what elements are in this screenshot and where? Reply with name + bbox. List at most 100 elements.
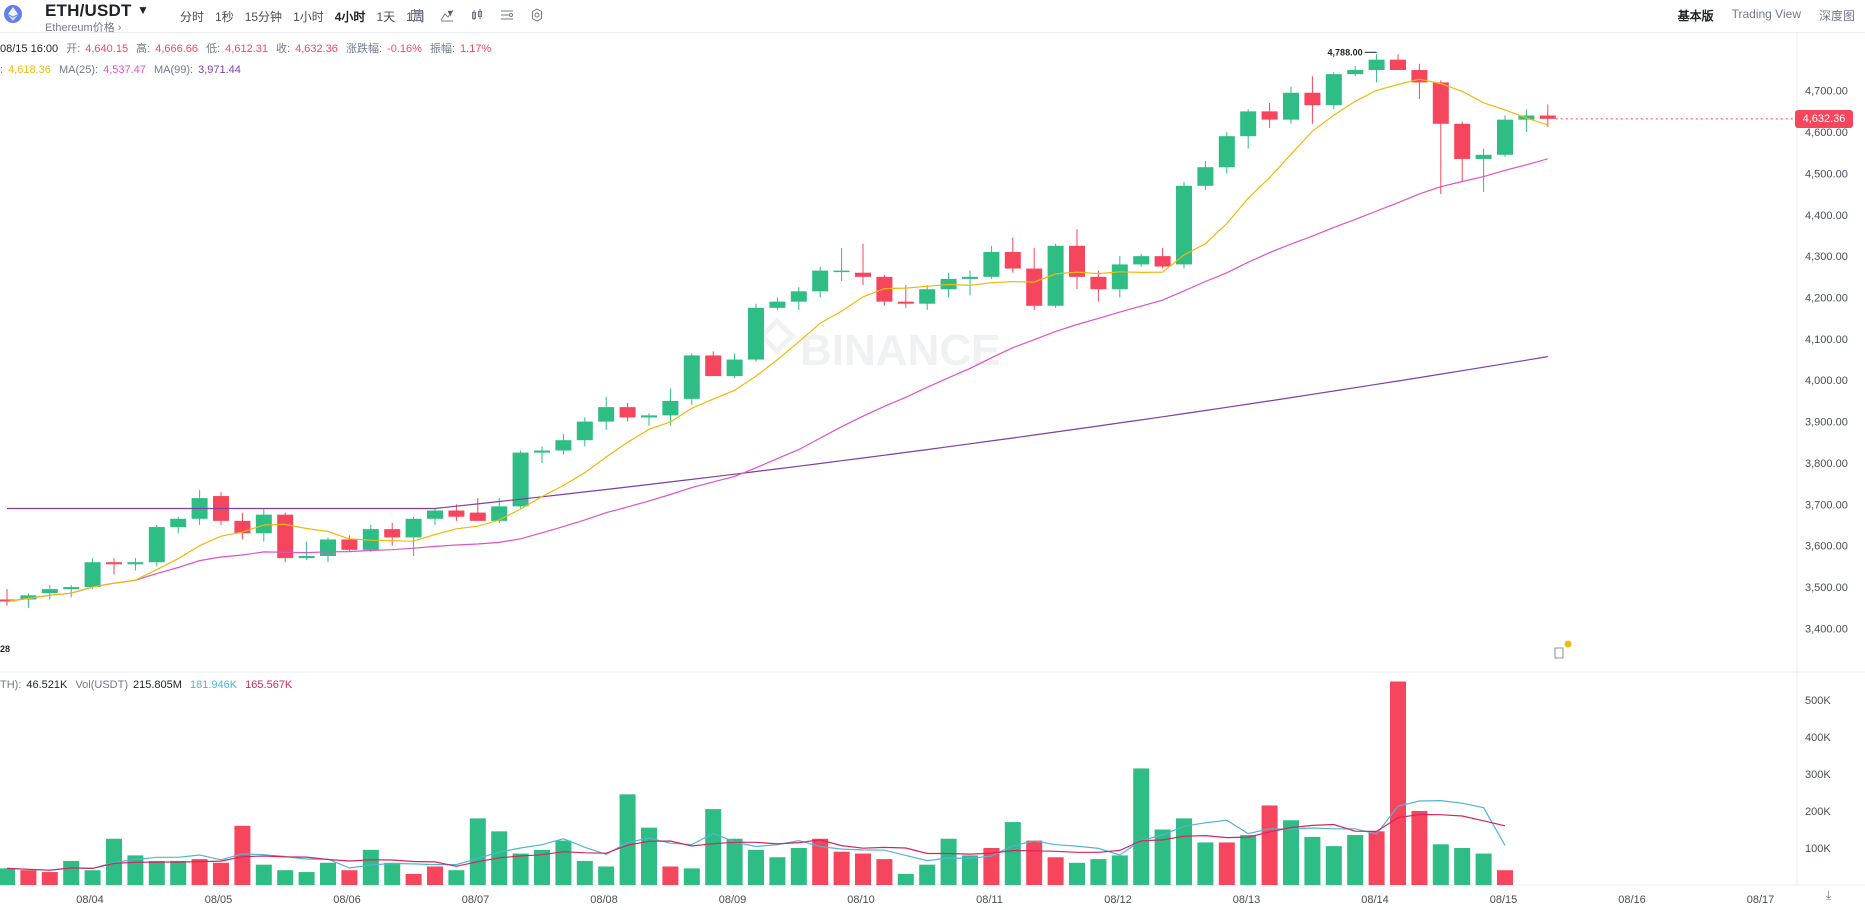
price-tick-label: 3,600.00 bbox=[1805, 541, 1848, 553]
volume-bar bbox=[1176, 818, 1192, 885]
candle-body bbox=[1432, 82, 1449, 124]
tab-view-2[interactable]: 深度图 bbox=[1818, 9, 1855, 23]
ma25-line bbox=[6, 158, 1548, 603]
volume-bar bbox=[1047, 857, 1064, 885]
volume-bar bbox=[983, 848, 1000, 885]
tab-interval-3[interactable]: 1小时 bbox=[293, 10, 324, 24]
candle-body bbox=[1454, 123, 1471, 159]
candle-body bbox=[555, 440, 572, 451]
volume-bar bbox=[1154, 829, 1171, 885]
volume-bar bbox=[213, 862, 229, 885]
candle-body bbox=[1069, 245, 1085, 277]
volume-bar bbox=[833, 851, 850, 885]
candle-body bbox=[598, 407, 615, 422]
volume-bar bbox=[769, 857, 786, 885]
volume-bar bbox=[1454, 848, 1471, 885]
candle-body bbox=[405, 518, 422, 538]
ma7-line bbox=[6, 78, 1548, 603]
volume-bar bbox=[1261, 805, 1278, 885]
volume-bar bbox=[683, 868, 700, 885]
candle-body bbox=[427, 510, 443, 519]
ma99-label: MA(99): bbox=[153, 64, 194, 76]
volume-bar bbox=[1133, 768, 1150, 885]
candle-body bbox=[833, 270, 850, 273]
candle-body bbox=[983, 252, 1000, 277]
price-tick-label: 4,500.00 bbox=[1805, 168, 1848, 180]
candle-body bbox=[512, 452, 529, 507]
high-value: 4,666.66 bbox=[155, 43, 199, 55]
candle-body bbox=[726, 359, 743, 377]
asset-subtitle-link[interactable]: Ethereum价格 › bbox=[45, 22, 122, 34]
price-tick-label: 3,700.00 bbox=[1805, 499, 1848, 511]
open-label: 开: bbox=[66, 43, 81, 55]
change-label: 涨跌幅: bbox=[346, 43, 383, 55]
candle-body bbox=[962, 276, 978, 279]
candle-body bbox=[362, 529, 379, 550]
volume-bar bbox=[512, 853, 529, 885]
ma-legend: :4,618.36 MA(25): 4,537.47 MA(99): 3,971.4… bbox=[0, 64, 241, 76]
candle-body bbox=[1176, 185, 1192, 265]
volume-bar bbox=[234, 825, 251, 885]
change-value: -0.16% bbox=[387, 43, 422, 55]
volume-bar bbox=[170, 860, 187, 885]
candle-body bbox=[641, 415, 657, 418]
scroll-to-latest-icon[interactable]: ⤓ bbox=[1826, 888, 1832, 902]
calendar-icon[interactable] bbox=[408, 6, 426, 24]
volume-bar bbox=[641, 827, 657, 885]
candle-body bbox=[1240, 111, 1257, 137]
volume-bar bbox=[1026, 840, 1043, 885]
candle-body bbox=[1347, 70, 1364, 75]
candle-body bbox=[1283, 92, 1299, 120]
volume-tick-label: 100K bbox=[1805, 843, 1831, 855]
volume-bar bbox=[726, 838, 743, 885]
candle-body bbox=[812, 270, 829, 292]
tab-interval-4[interactable]: 4小时 bbox=[334, 10, 366, 24]
volume-bar bbox=[341, 870, 358, 885]
candle-body bbox=[1497, 119, 1513, 155]
volume-bar bbox=[63, 860, 80, 885]
tab-view-1[interactable]: Trading View bbox=[1731, 7, 1801, 21]
candle-body bbox=[1325, 74, 1342, 106]
volume-bar bbox=[1111, 855, 1128, 885]
candle-body bbox=[1154, 256, 1171, 267]
volume-bar bbox=[1368, 831, 1385, 885]
tab-interval-5[interactable]: 1天 bbox=[376, 10, 396, 24]
pair-selector[interactable]: ETH/USDT bbox=[45, 1, 132, 20]
candle-body bbox=[491, 506, 508, 521]
candle-body bbox=[1368, 59, 1385, 71]
volume-bar bbox=[362, 849, 379, 885]
tab-interval-0[interactable]: 分时 bbox=[180, 10, 205, 24]
tab-interval-2[interactable]: 15分钟 bbox=[244, 10, 283, 24]
candle-body bbox=[320, 539, 336, 557]
close-value: 4,632.36 bbox=[295, 43, 338, 55]
caret-down-icon[interactable]: ▼ bbox=[137, 3, 149, 17]
volume-bar bbox=[919, 864, 936, 885]
indicator-icon[interactable] bbox=[438, 6, 456, 24]
settings-gear-icon[interactable] bbox=[528, 6, 546, 24]
volume-bar bbox=[1390, 681, 1406, 885]
price-tick-label: 4,400.00 bbox=[1805, 210, 1848, 222]
date-tick-label: 08/06 bbox=[333, 894, 361, 906]
volume-bar bbox=[748, 849, 764, 885]
binance-watermark-icon bbox=[758, 317, 796, 355]
volume-bar bbox=[277, 870, 294, 885]
candle-body bbox=[106, 562, 122, 565]
interval-tabs: 分时 1秒 15分钟 1小时 4小时 1天 1周 ▼ bbox=[180, 8, 466, 25]
low-marker-label: 28 bbox=[0, 644, 10, 654]
ma25-value: 4,537.47 bbox=[103, 64, 146, 76]
candle-body bbox=[790, 291, 807, 302]
candle-style-icon[interactable] bbox=[468, 6, 486, 24]
volume-bar bbox=[876, 859, 893, 885]
binance-watermark: BINANCE bbox=[800, 326, 1000, 375]
date-tick-label: 08/12 bbox=[1104, 894, 1132, 906]
layout-icon[interactable] bbox=[498, 6, 516, 24]
volume-tick-label: 500K bbox=[1805, 695, 1831, 707]
date-tick-label: 08/14 bbox=[1361, 894, 1389, 906]
candle-body bbox=[748, 307, 764, 360]
tab-view-0[interactable]: 基本版 bbox=[1677, 9, 1714, 23]
tab-interval-1[interactable]: 1秒 bbox=[215, 10, 234, 24]
volume-bar bbox=[1432, 844, 1449, 885]
volume-bar bbox=[1197, 842, 1214, 885]
volume-ma-line-1 bbox=[6, 799, 1506, 871]
